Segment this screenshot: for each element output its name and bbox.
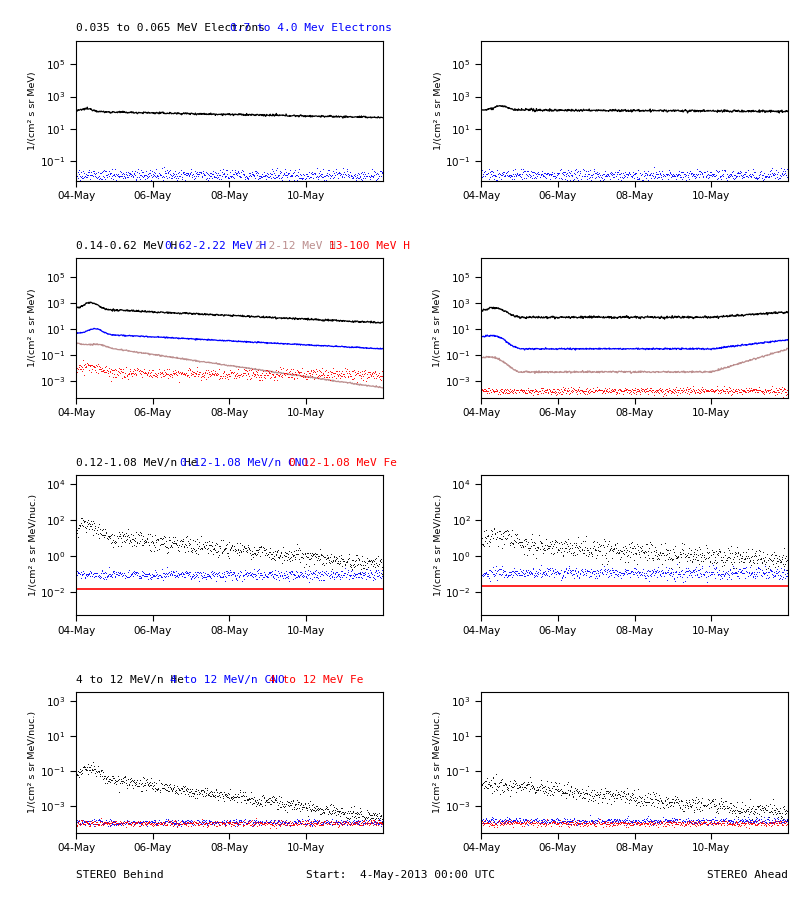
Text: 4 to 12 MeV Fe: 4 to 12 MeV Fe	[270, 675, 364, 685]
Y-axis label: 1/(cm² s sr MeV/nuc.): 1/(cm² s sr MeV/nuc.)	[29, 494, 38, 596]
Y-axis label: 1/(cm² s sr MeV/nuc.): 1/(cm² s sr MeV/nuc.)	[434, 494, 442, 596]
Y-axis label: 1/(cm² s sr MeV): 1/(cm² s sr MeV)	[29, 71, 38, 150]
Y-axis label: 1/(cm² s sr MeV): 1/(cm² s sr MeV)	[28, 289, 38, 367]
Y-axis label: 1/(cm² s sr MeV): 1/(cm² s sr MeV)	[434, 289, 442, 367]
Text: 4 to 12 MeV/n He: 4 to 12 MeV/n He	[76, 675, 204, 685]
Text: 13-100 MeV H: 13-100 MeV H	[329, 240, 410, 250]
Text: 4 to 12 MeV/n CNO: 4 to 12 MeV/n CNO	[170, 675, 306, 685]
Text: 2.2-12 MeV H: 2.2-12 MeV H	[254, 240, 356, 250]
Text: STEREO Behind: STEREO Behind	[76, 869, 164, 879]
Text: STEREO Ahead: STEREO Ahead	[707, 869, 788, 879]
Text: 0.14-0.62 MeV H: 0.14-0.62 MeV H	[76, 240, 198, 250]
Y-axis label: 1/(cm² s sr MeV/nuc.): 1/(cm² s sr MeV/nuc.)	[434, 711, 442, 814]
Text: 0.035 to 0.065 MeV Electrons: 0.035 to 0.065 MeV Electrons	[76, 23, 286, 33]
Text: 0.62-2.22 MeV H: 0.62-2.22 MeV H	[166, 240, 286, 250]
Text: Start:  4-May-2013 00:00 UTC: Start: 4-May-2013 00:00 UTC	[306, 869, 494, 879]
Y-axis label: 1/(cm² s sr MeV/nuc.): 1/(cm² s sr MeV/nuc.)	[28, 711, 38, 814]
Text: 0.12-1.08 MeV/n CNO: 0.12-1.08 MeV/n CNO	[180, 458, 329, 468]
Text: 0.12-1.08 MeV Fe: 0.12-1.08 MeV Fe	[290, 458, 398, 468]
Text: 0.7 to 4.0 Mev Electrons: 0.7 to 4.0 Mev Electrons	[230, 23, 392, 33]
Y-axis label: 1/(cm² s sr MeV): 1/(cm² s sr MeV)	[434, 71, 442, 150]
Text: 0.12-1.08 MeV/n He: 0.12-1.08 MeV/n He	[76, 458, 218, 468]
